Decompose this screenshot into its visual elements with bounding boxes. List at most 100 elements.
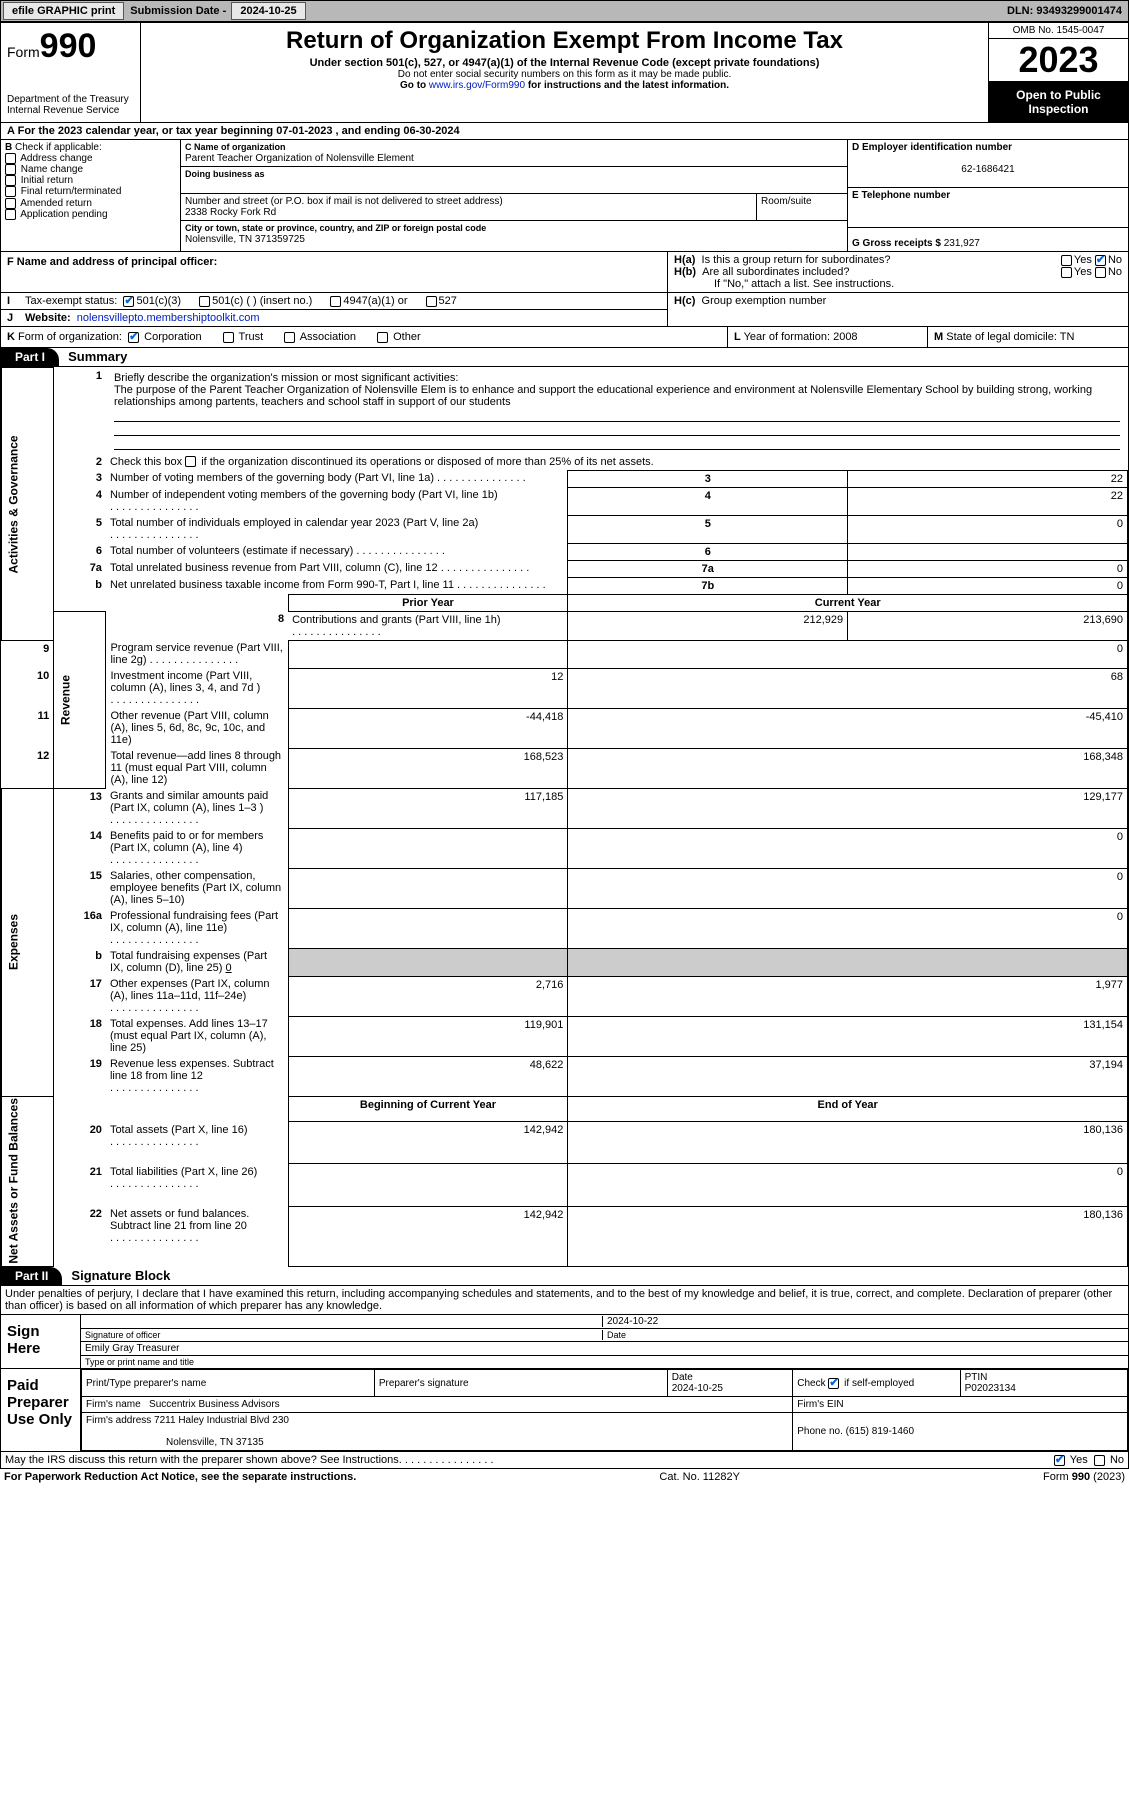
val-15p xyxy=(288,868,568,908)
d-label: D Employer identification number xyxy=(852,142,1012,153)
val-4: 22 xyxy=(848,487,1128,515)
submission-label: Submission Date - xyxy=(130,5,229,17)
k-label: Form of organization: xyxy=(18,331,122,343)
val-22p: 142,942 xyxy=(288,1206,568,1266)
line-16a-desc: Professional fundraising fees (Part IX, … xyxy=(110,910,278,934)
val-7b: 0 xyxy=(848,577,1128,594)
line-6-desc: Total number of volunteers (estimate if … xyxy=(110,545,353,557)
i-4947[interactable] xyxy=(330,296,341,307)
l-label: Year of formation: xyxy=(744,331,833,343)
sig-officer-lab: Signature of officer xyxy=(85,1330,602,1340)
website-link[interactable]: nolensvillepto.membershiptoolkit.com xyxy=(77,312,260,324)
discuss-yes[interactable] xyxy=(1054,1455,1065,1466)
i-527[interactable] xyxy=(426,296,437,307)
mission-text: The purpose of the Parent Teacher Organi… xyxy=(114,384,1092,408)
sign-here-label: Sign Here xyxy=(1,1315,81,1368)
paid-body: Print/Type preparer's name Preparer's si… xyxy=(81,1369,1128,1451)
fh-row: F Name and address of principal officer:… xyxy=(1,252,1128,293)
i-501c3[interactable] xyxy=(123,296,134,307)
val-15c: 0 xyxy=(568,868,1128,908)
form-no: 990 xyxy=(40,27,97,65)
block-h: H(a) Is this a group return for subordin… xyxy=(668,252,1128,292)
submission-date-button[interactable]: 2024-10-25 xyxy=(231,2,305,20)
summary-table: Activities & Governance 1 Briefly descri… xyxy=(1,367,1128,1267)
val-16ac: 0 xyxy=(568,908,1128,948)
line-16b-desc: Total fundraising expenses (Part IX, col… xyxy=(110,950,267,974)
val-18p: 119,901 xyxy=(288,1016,568,1056)
line-j: J Website: nolensvillepto.membershiptool… xyxy=(1,310,667,326)
i-o1: 501(c)(3) xyxy=(136,295,181,307)
officer-name: Emily Gray Treasurer xyxy=(85,1343,1124,1354)
k-assoc[interactable] xyxy=(284,332,295,343)
checkbox-amended[interactable] xyxy=(5,198,16,209)
hb-no[interactable] xyxy=(1095,267,1106,278)
pra-notice: For Paperwork Reduction Act Notice, see … xyxy=(4,1471,356,1483)
paid-preparer-row: Paid Preparer Use Only Print/Type prepar… xyxy=(1,1369,1128,1451)
footer-row: For Paperwork Reduction Act Notice, see … xyxy=(0,1469,1129,1485)
dln: DLN: 93493299001474 xyxy=(1007,5,1128,17)
checkbox-initial-return[interactable] xyxy=(5,175,16,186)
irs-link[interactable]: www.irs.gov/Form990 xyxy=(429,80,525,91)
val-18c: 131,154 xyxy=(568,1016,1128,1056)
header-right: OMB No. 1545-0047 2023 Open to Public In… xyxy=(988,23,1128,122)
l2-checkbox[interactable] xyxy=(185,456,196,467)
firm-addr-lab: Firm's address xyxy=(86,1415,151,1426)
line-9-desc: Program service revenue (Part VIII, line… xyxy=(110,642,282,666)
val-11c: -45,410 xyxy=(568,708,1128,748)
opt-amended: Amended return xyxy=(20,198,92,209)
subtitle-1: Under section 501(c), 527, or 4947(a)(1)… xyxy=(149,57,980,69)
hb-no-lab: No xyxy=(1108,266,1122,278)
checkbox-address-change[interactable] xyxy=(5,153,16,164)
val-9p xyxy=(288,640,568,668)
checkbox-final-return[interactable] xyxy=(5,186,16,197)
i-label: Tax-exempt status: xyxy=(25,295,117,307)
ha-no-lab: No xyxy=(1108,254,1122,266)
a-begin: 07-01-2023 xyxy=(276,125,332,137)
e-label: E Telephone number xyxy=(852,190,950,201)
ha-yes[interactable] xyxy=(1061,255,1072,266)
g-label: G Gross receipts $ xyxy=(852,238,944,249)
checkbox-name-change[interactable] xyxy=(5,164,16,175)
self-employed-checkbox[interactable] xyxy=(828,1378,839,1389)
subtitle-2: Do not enter social security numbers on … xyxy=(149,69,980,80)
goto-label: Go to xyxy=(400,80,429,91)
prior-year-hdr: Prior Year xyxy=(288,594,568,611)
vlabel-expenses: Expenses xyxy=(2,788,54,1096)
k-o4: Other xyxy=(393,331,421,343)
hb-yes[interactable] xyxy=(1061,267,1072,278)
val-12c: 168,348 xyxy=(568,748,1128,788)
dln-label: DLN: xyxy=(1007,5,1036,17)
line-12-desc: Total revenue—add lines 8 through 11 (mu… xyxy=(110,750,281,786)
ptin: P02023134 xyxy=(965,1383,1016,1394)
a-mid: , and ending xyxy=(336,125,404,137)
street-label: Number and street (or P.O. box if mail i… xyxy=(185,196,503,207)
c-room: Room/suite xyxy=(757,194,847,220)
submission-date-label: Submission Date - 2024-10-25 xyxy=(126,5,311,17)
line-1: Briefly describe the organization's miss… xyxy=(110,370,1124,452)
dln-value: 93493299001474 xyxy=(1036,5,1122,17)
g-receipts: G Gross receipts $ 231,927 xyxy=(848,228,1128,251)
line-19-desc: Revenue less expenses. Subtract line 18 … xyxy=(110,1058,274,1082)
opt-initial: Initial return xyxy=(21,175,73,186)
efile-print-button[interactable]: efile GRAPHIC print xyxy=(3,2,124,20)
h-c: H(c) Group exemption number xyxy=(668,293,1128,326)
line-l: L Year of formation: 2008 xyxy=(728,327,928,347)
line-15-desc: Salaries, other compensation, employee b… xyxy=(110,870,281,906)
sign-date: 2024-10-22 xyxy=(602,1316,1124,1327)
checkbox-pending[interactable] xyxy=(5,209,16,220)
discuss-no[interactable] xyxy=(1094,1455,1105,1466)
val-12p: 168,523 xyxy=(288,748,568,788)
k-trust[interactable] xyxy=(223,332,234,343)
i-501c[interactable] xyxy=(199,296,210,307)
discuss-no-lab: No xyxy=(1110,1454,1124,1466)
k-corp[interactable] xyxy=(128,332,139,343)
k-o3: Association xyxy=(300,331,356,343)
k-other[interactable] xyxy=(377,332,388,343)
ha-no[interactable] xyxy=(1095,255,1106,266)
dba-label: Doing business as xyxy=(185,169,265,179)
val-13c: 129,177 xyxy=(568,788,1128,828)
end-year-hdr: End of Year xyxy=(568,1096,1128,1122)
val-16b: 0 xyxy=(225,962,231,974)
h-b: H(b) Are all subordinates included? Yes … xyxy=(674,266,1122,278)
val-7a: 0 xyxy=(848,560,1128,577)
